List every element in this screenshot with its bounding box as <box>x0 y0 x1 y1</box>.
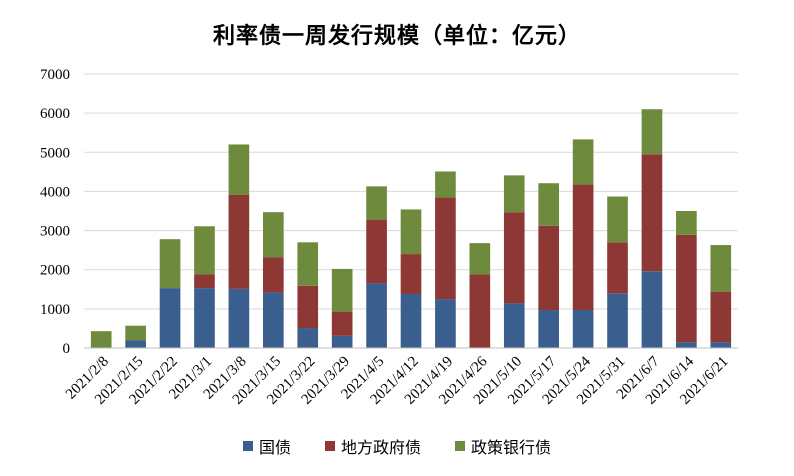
bar-segment <box>710 245 732 292</box>
bar-segment <box>538 310 560 348</box>
bar-segment <box>262 292 284 348</box>
bar-segment <box>710 291 732 343</box>
legend-swatch <box>242 441 253 451</box>
bar-segment <box>228 194 250 289</box>
legend-item: 政策银行债 <box>455 434 551 458</box>
bar-segment <box>297 328 319 348</box>
bar-segment <box>194 226 215 275</box>
bar-segment <box>435 171 456 198</box>
legend-label: 国债 <box>258 438 291 457</box>
bar-segment <box>228 288 250 348</box>
legend-swatch <box>324 441 335 451</box>
y-tick-label: 3000 <box>40 224 70 240</box>
bar-segment <box>400 293 422 348</box>
bar-segment <box>538 183 560 226</box>
bar-segment <box>607 196 628 243</box>
bar-segment <box>366 219 387 284</box>
bar-segment <box>435 197 456 300</box>
bar-segment <box>125 325 146 341</box>
legend-label: 地方政府债 <box>340 438 421 457</box>
bar-segment <box>366 283 387 348</box>
y-tick-label: 1000 <box>40 302 70 318</box>
bar-segment <box>262 212 284 258</box>
bar-segment <box>228 144 250 195</box>
bar-segment <box>400 209 422 255</box>
bar-segment <box>469 243 491 275</box>
bar-segment <box>503 175 525 213</box>
bar-segment <box>262 257 284 293</box>
bar-segment <box>572 310 594 348</box>
bar-segment <box>125 340 146 348</box>
bar-segment <box>331 268 353 312</box>
bar-segment <box>538 225 560 311</box>
bars <box>90 109 732 348</box>
legend-label: 政策银行债 <box>471 438 552 457</box>
bar-segment <box>194 288 215 348</box>
legend-item: 国债 <box>242 434 291 458</box>
bar-segment <box>641 271 663 348</box>
bar-segment <box>400 254 422 294</box>
bar-segment <box>194 274 215 289</box>
bar-segment <box>297 285 319 329</box>
bar-segment <box>159 288 181 348</box>
bar-segment <box>366 186 387 220</box>
bar-segment <box>607 242 628 294</box>
bar-segment <box>503 212 525 304</box>
bar-segment <box>297 242 319 286</box>
bar-segment <box>90 331 112 348</box>
bar-segment <box>710 342 732 348</box>
chart-title: 利率债一周发行规模（单位：亿元） <box>212 24 581 49</box>
y-tick-label: 4000 <box>40 184 70 200</box>
bar-segment <box>676 342 697 348</box>
x-axis-ticks: 2021/2/82021/2/152021/2/222021/3/12021/3… <box>63 353 732 408</box>
bar-segment <box>159 239 181 289</box>
legend: 国债 地方政府债 政策银行债 <box>0 434 794 458</box>
bar-segment <box>641 109 663 155</box>
bar-segment <box>676 211 697 235</box>
y-axis-ticks: 0 1000 2000 3000 4000 5000 6000 7000 <box>40 67 70 357</box>
bar-segment <box>503 303 525 348</box>
bar-segment <box>331 335 353 348</box>
y-tick-label: 7000 <box>40 67 70 83</box>
y-tick-label: 2000 <box>40 263 70 279</box>
bar-segment <box>676 234 697 343</box>
bar-segment <box>435 299 456 348</box>
bar-segment <box>572 184 594 311</box>
bar-segment <box>607 293 628 348</box>
bar-segment <box>331 311 353 336</box>
bar-segment <box>572 139 594 185</box>
legend-item: 地方政府债 <box>324 434 421 458</box>
y-tick-label: 0 <box>63 341 71 357</box>
y-tick-label: 6000 <box>40 106 70 122</box>
y-tick-label: 5000 <box>40 145 70 161</box>
legend-swatch <box>455 441 465 451</box>
bar-segment <box>469 274 491 348</box>
bar-segment <box>641 154 663 272</box>
